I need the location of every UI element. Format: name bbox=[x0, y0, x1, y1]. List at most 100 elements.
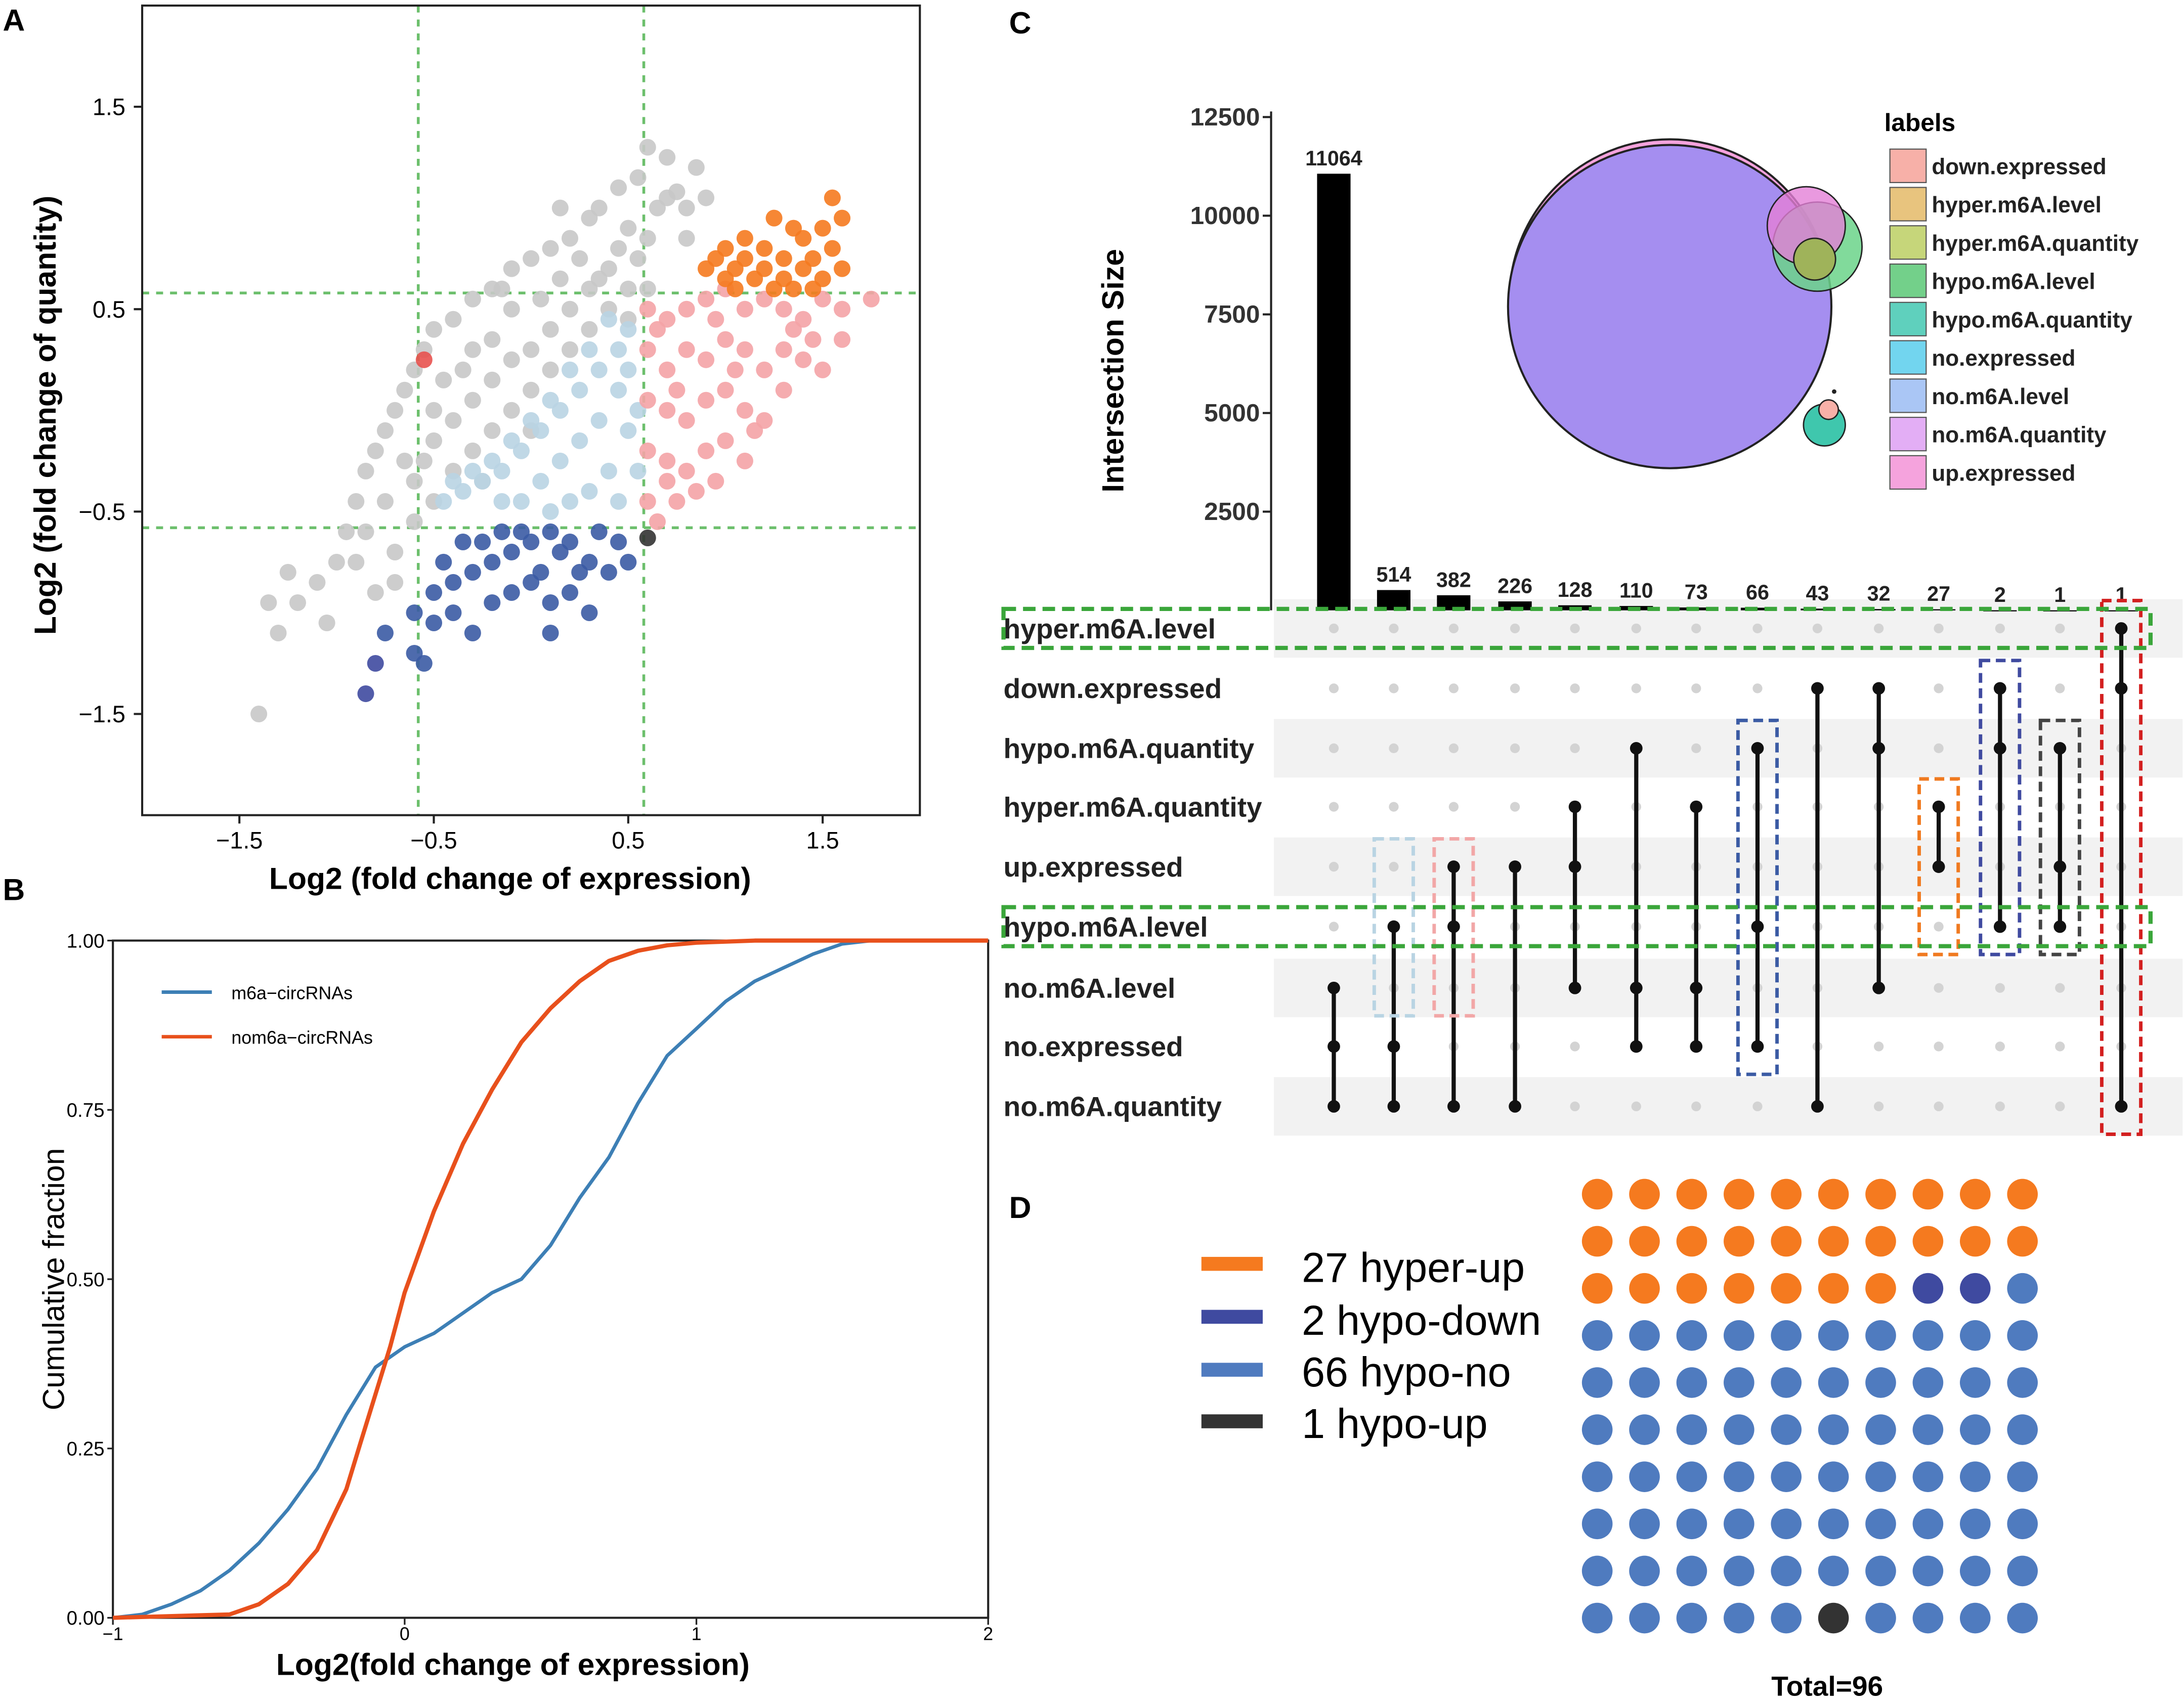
scatter-point-darkblue bbox=[474, 533, 491, 550]
waffle-dot bbox=[1959, 1320, 1991, 1351]
scatter-x-tick-label: −1.5 bbox=[216, 827, 263, 854]
matrix-dot-filled bbox=[1387, 920, 1400, 933]
scatter-point-darkblue bbox=[493, 523, 510, 540]
waffle-dot bbox=[1581, 1320, 1613, 1351]
scatter-point-lightblue bbox=[581, 341, 598, 358]
intersection-bar-label: 32 bbox=[1867, 582, 1891, 605]
matrix-dot-filled bbox=[1387, 1040, 1400, 1053]
scatter-point-grey bbox=[581, 209, 598, 227]
scatter-point-pink bbox=[736, 341, 753, 358]
waffle-dot bbox=[1581, 1461, 1613, 1492]
scatter-point-grey bbox=[309, 574, 326, 591]
scatter-point-darkblue bbox=[425, 584, 443, 601]
matrix-dot-empty bbox=[2055, 1101, 2065, 1112]
matrix-dot-filled bbox=[1993, 742, 2006, 755]
scatter-point-darkblue bbox=[610, 533, 627, 550]
highlight-box-hyper-up bbox=[1917, 777, 1960, 956]
waffle-dot bbox=[2007, 1226, 2038, 1257]
intersection-bar bbox=[1922, 609, 1956, 611]
scatter-point-pink bbox=[804, 331, 822, 348]
scatter-point-pink bbox=[688, 483, 705, 500]
scatter-point-pink bbox=[697, 290, 715, 308]
matrix-dot-empty bbox=[1934, 623, 1944, 634]
matrix-dot-empty bbox=[1389, 743, 1399, 754]
scatter-point-pink bbox=[707, 311, 724, 328]
scatter-point-lightblue bbox=[590, 361, 608, 378]
scatter-point-pink bbox=[775, 381, 792, 399]
scatter-point-pink bbox=[649, 321, 666, 338]
waffle-dot bbox=[1629, 1320, 1660, 1351]
waffle-dot bbox=[1771, 1555, 1802, 1587]
waffle-dot bbox=[1959, 1226, 1991, 1257]
intersection-bar-label: 514 bbox=[1376, 563, 1411, 586]
legend-swatch bbox=[1889, 187, 1927, 222]
waffle-dot bbox=[1912, 1508, 1944, 1540]
scatter-point-darkblue bbox=[581, 604, 598, 622]
scatter-point-dark bbox=[639, 529, 656, 546]
matrix-dot-filled bbox=[1993, 682, 2006, 695]
scatter-point-pink bbox=[834, 331, 851, 348]
scatter-point-pink bbox=[726, 361, 744, 378]
scatter-point-grey bbox=[629, 250, 647, 267]
scatter-point-orange bbox=[795, 260, 812, 277]
scatter-point-pink bbox=[746, 422, 763, 439]
matrix-dot-filled bbox=[1447, 920, 1460, 933]
scatter-point-pink bbox=[668, 381, 686, 399]
scatter-point-grey bbox=[523, 381, 540, 399]
waffle-dot bbox=[1771, 1461, 1802, 1492]
matrix-dot-empty bbox=[1691, 743, 1701, 754]
panel-label-b: B bbox=[3, 873, 25, 907]
matrix-dot-empty bbox=[1389, 683, 1399, 693]
scatter-point-pink bbox=[814, 361, 831, 378]
scatter-point-grey bbox=[610, 240, 627, 257]
legend-swatch bbox=[1889, 378, 1927, 413]
matrix-dot-empty bbox=[1752, 623, 1763, 634]
set-row-label: hyper.m6A.level bbox=[1004, 613, 1216, 644]
waffle-dot bbox=[1771, 1179, 1802, 1210]
waffle-dot bbox=[1629, 1602, 1660, 1634]
legend-label: hypo.m6A.level bbox=[1932, 270, 2095, 294]
matrix-dot-filled bbox=[1568, 800, 1581, 813]
intersection-bar-label: 11064 bbox=[1305, 147, 1362, 170]
scatter-point-grey bbox=[425, 432, 443, 449]
waffle-dot bbox=[1912, 1414, 1944, 1445]
legend-swatch bbox=[1889, 263, 1927, 298]
scatter-point-pink bbox=[659, 452, 676, 469]
waffle-dot bbox=[1724, 1273, 1754, 1304]
scatter-point-pink bbox=[785, 321, 802, 338]
scatter-point-darkblue bbox=[464, 563, 481, 581]
scatter-point-lightblue bbox=[590, 412, 608, 429]
waffle-dot bbox=[1581, 1179, 1613, 1210]
scatter-point-grey bbox=[387, 543, 404, 560]
matrix-dot-filled bbox=[1387, 1100, 1400, 1113]
cdf-x-tick-label: 1 bbox=[692, 1624, 702, 1644]
cdf-x-tick-label: 0 bbox=[400, 1624, 410, 1644]
waffle-dot bbox=[1676, 1273, 1707, 1304]
scatter-point-darkblue bbox=[503, 584, 520, 601]
scatter-point-lightblue bbox=[600, 311, 617, 328]
waffle-dot bbox=[1865, 1602, 1896, 1634]
legend-label: hypo.m6A.quantity bbox=[1932, 308, 2132, 332]
matrix-dot-filled bbox=[1993, 920, 2006, 933]
scatter-point-grey bbox=[396, 381, 413, 399]
matrix-dot-filled bbox=[2115, 682, 2128, 695]
scatter-point-lightblue bbox=[503, 432, 520, 449]
waffle-dot bbox=[1865, 1555, 1896, 1587]
scatter-point-pink bbox=[736, 300, 753, 318]
matrix-dot-empty bbox=[1570, 623, 1580, 634]
scatter-point-grey bbox=[406, 472, 423, 490]
set-row-label: up.expressed bbox=[1004, 851, 1183, 883]
scatter-point-grey bbox=[406, 513, 423, 530]
matrix-dot-empty bbox=[1995, 983, 2005, 993]
scatter-point-grey bbox=[532, 290, 549, 308]
scatter-point-lightblue bbox=[493, 493, 510, 510]
panel-b: B −1 0 1 2 0.00 0.25 0.50 0.75 1.00 m6a−circRNAs… bbox=[3, 873, 994, 1682]
waffle-dot bbox=[1676, 1414, 1707, 1445]
scatter-point-grey bbox=[590, 270, 608, 287]
intersection-bar-label: 110 bbox=[1619, 579, 1653, 602]
waffle-dot bbox=[1959, 1461, 1991, 1492]
bar-y-tick-label: 5000 bbox=[1204, 399, 1260, 427]
scatter-point-grey bbox=[503, 402, 520, 419]
set-row-label: down.expressed bbox=[1004, 673, 1222, 704]
set-row-label: hyper.m6A.quantity bbox=[1004, 791, 1262, 822]
